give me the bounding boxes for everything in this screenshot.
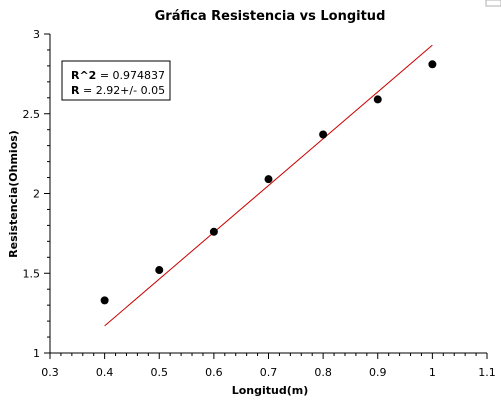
r-squared-value: = 0.974837 [96,69,165,82]
fit-stats-box: R^2 = 0.974837 R = 2.92+/- 0.05 [61,60,171,101]
x-axis-title: Longitud(m) [232,384,309,397]
x-tick-label: 0.9 [369,366,387,379]
x-tick-label: 1 [429,366,436,379]
r-value: = 2.92+/- 0.05 [79,84,165,97]
y-tick-label: 2.5 [23,108,41,121]
x-tick-label: 0.7 [260,366,278,379]
x-tick-label: 0.5 [151,366,169,379]
y-axis-title: Resistencia(Ohmios) [7,130,20,258]
window-corner-icon [485,0,501,7]
data-point [264,175,273,184]
y-tick-label: 3 [33,28,40,41]
r-key: R [71,84,80,97]
x-ticks: 0.3 0.4 0.5 0.6 0.7 0.8 0.9 1 1.1 [41,353,496,379]
r-squared-text: R^2 = 0.974837 [71,69,165,82]
chart-title: Gráfica Resistencia vs Longitud [155,9,386,24]
x-tick-label: 0.8 [314,366,332,379]
r-squared-key: R^2 [71,69,96,82]
x-tick-label: 0.3 [41,366,59,379]
fit-line-layer [104,44,433,327]
data-point [209,227,218,236]
fit-line [104,44,433,327]
x-tick-label: 0.6 [205,366,223,379]
x-tick-label: 1.1 [478,366,496,379]
fit-stats-frame [61,60,171,101]
r-value-text: R = 2.92+/- 0.05 [71,84,165,97]
data-points [100,60,437,305]
y-ticks: 1 1.5 2 2.5 3 [23,28,50,360]
x-tick-label: 0.4 [96,366,114,379]
data-point [319,130,328,139]
data-point [373,95,382,104]
data-point [155,266,164,275]
data-point [100,296,109,305]
y-tick-label: 1.5 [23,267,41,280]
y-tick-label: 1 [33,347,40,360]
data-point [428,60,437,69]
y-tick-label: 2 [33,188,40,201]
